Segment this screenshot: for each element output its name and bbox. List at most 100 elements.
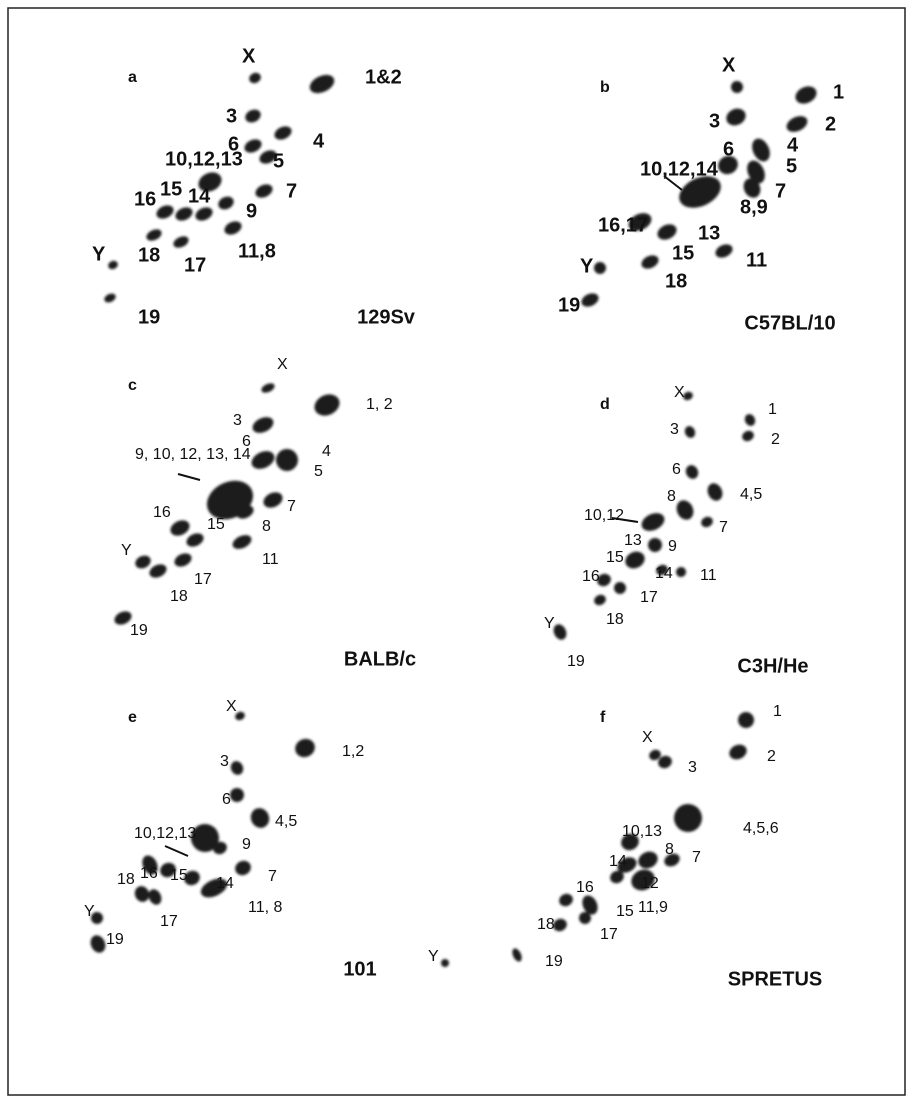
panel-letter: f	[600, 709, 606, 726]
spot-label: 7	[286, 180, 297, 202]
spot-label: 14	[216, 875, 234, 892]
spot	[145, 227, 164, 243]
spot-label: 18	[606, 611, 624, 628]
spot-label: 2	[825, 113, 836, 135]
spot	[592, 260, 608, 276]
spot	[133, 553, 153, 571]
panel-letter: d	[600, 396, 610, 413]
spot	[249, 448, 278, 473]
spot	[510, 947, 523, 963]
spot-label: 1, 2	[366, 396, 393, 413]
spot	[172, 551, 193, 569]
spot	[243, 107, 263, 125]
spot-label: 8	[667, 488, 676, 505]
spot	[655, 221, 679, 242]
spot	[261, 489, 285, 510]
spot-label: 17	[600, 926, 618, 943]
spot-label: 17	[640, 589, 658, 606]
spot-label: 2	[771, 431, 780, 448]
strain-name: C3H/He	[737, 655, 808, 677]
spot-label: 14	[188, 185, 211, 207]
spot-label: 3	[226, 105, 237, 127]
spot-label: 11,9	[638, 899, 668, 916]
spot	[636, 849, 661, 872]
spot	[168, 517, 192, 538]
spot-label: 18	[138, 244, 160, 266]
spot-label: 19	[558, 294, 580, 316]
spot-label: 16	[153, 504, 171, 521]
spot	[743, 412, 757, 427]
spot-label: 19	[106, 931, 124, 948]
spot-label: X	[642, 729, 653, 746]
spot-label: 7	[692, 849, 701, 866]
spot	[612, 580, 628, 596]
spot	[107, 259, 119, 270]
spot-label: 5	[786, 155, 797, 177]
spot	[222, 219, 243, 237]
spot	[674, 565, 687, 578]
spot	[193, 205, 214, 223]
spot	[705, 481, 725, 503]
spot-label: 6	[723, 138, 734, 160]
spot	[242, 137, 263, 155]
spot-label: 11,8	[238, 240, 276, 262]
spot-label: 4	[322, 443, 331, 460]
spot	[230, 532, 253, 551]
spot-label: 16	[140, 865, 158, 882]
spot	[729, 79, 745, 95]
spot	[579, 291, 600, 309]
spot-label: 17	[184, 254, 206, 276]
spot-label: 11	[746, 249, 767, 271]
spot-label: 9	[246, 200, 257, 222]
spot	[250, 414, 276, 436]
spot	[557, 892, 575, 909]
spot-label: 3	[233, 412, 242, 429]
spot	[639, 510, 668, 535]
spot-label: Y	[544, 615, 555, 632]
spot-label: 14	[609, 853, 627, 870]
spot-label: 9	[668, 538, 677, 555]
spot-label: 3	[709, 110, 720, 132]
spot-label: 1	[773, 703, 782, 720]
spot-label: 8,9	[740, 196, 768, 218]
spot-label: 18	[117, 871, 135, 888]
spot-label: 10,12,14	[640, 158, 719, 180]
spot	[247, 71, 262, 85]
spot	[307, 71, 337, 96]
panel-letter: c	[128, 377, 137, 394]
arrow	[178, 474, 200, 480]
spot	[674, 498, 697, 523]
spot-label: 5	[273, 150, 284, 172]
spot-label: 9, 10, 12, 13, 14	[135, 446, 251, 463]
spot-label: 19	[138, 306, 160, 328]
spot	[233, 858, 253, 877]
spot-label: 7	[719, 519, 728, 536]
spot	[740, 429, 755, 443]
spot	[260, 381, 276, 394]
spot-label: 1	[833, 81, 844, 103]
strain-name: C57BL/10	[744, 312, 835, 334]
spot	[713, 242, 734, 260]
spot-label: 10,13	[622, 823, 662, 840]
spot-label: 4,5	[740, 486, 762, 503]
spot-label: 18	[170, 588, 188, 605]
spot-label: Y	[121, 542, 132, 559]
spot-label: 4,5	[275, 813, 297, 830]
spot	[229, 759, 246, 777]
spot	[592, 593, 607, 607]
spot-label: 5	[314, 463, 323, 480]
spot	[272, 445, 301, 474]
spot-label: 1&2	[365, 66, 402, 88]
spot	[684, 463, 701, 481]
spot-label: Y	[84, 903, 95, 920]
spot-label: 18	[537, 916, 555, 933]
spot-label: 7	[287, 498, 296, 515]
spot-label: 8	[262, 518, 271, 535]
spot	[172, 234, 191, 250]
spot-label: 7	[268, 868, 277, 885]
spot-label: 11	[700, 567, 717, 584]
spot	[147, 562, 168, 580]
spot-label: 10,12	[584, 507, 624, 524]
spot-label: 16	[582, 568, 600, 585]
spot	[146, 887, 164, 907]
